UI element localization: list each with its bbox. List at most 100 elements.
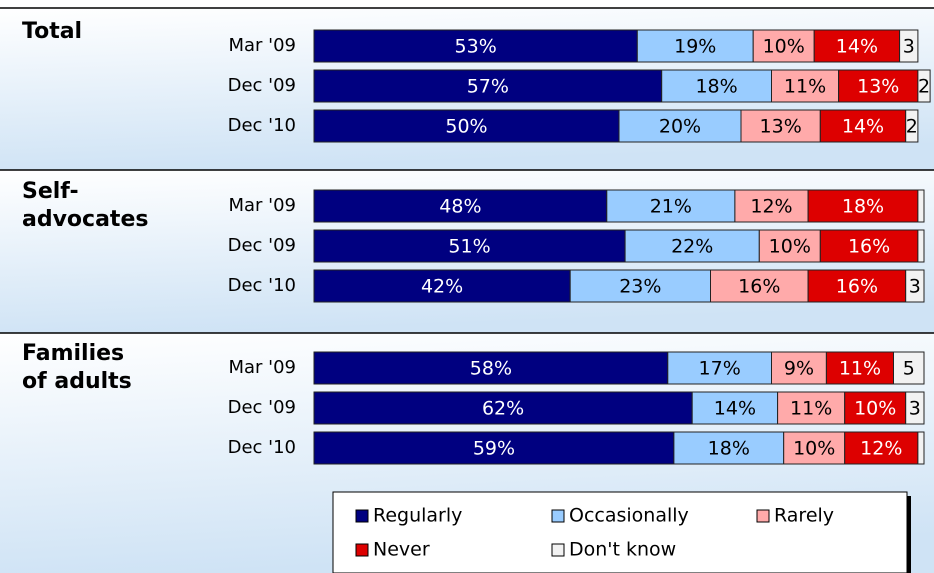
- value-label: 3: [909, 398, 921, 420]
- legend-swatch: [355, 543, 369, 557]
- bar-segment: [771, 351, 827, 385]
- value-label: 16%: [848, 236, 890, 258]
- value-label: 5: [903, 358, 915, 380]
- legend-label: Don't know: [569, 539, 676, 561]
- category-label: Mar '09: [228, 35, 296, 56]
- bar-segment: [691, 391, 779, 425]
- bar-segment: [899, 29, 919, 63]
- value-label: 53%: [455, 36, 497, 58]
- value-label: 57%: [467, 76, 509, 98]
- legend-swatch: [355, 509, 369, 523]
- category-label: Dec '09: [228, 235, 296, 256]
- bar-segment: [313, 29, 638, 63]
- category-label: Dec '10: [228, 115, 296, 136]
- bar-segment: [758, 229, 821, 263]
- value-label: 10%: [793, 438, 835, 460]
- bar-segment: [740, 109, 821, 143]
- category-label: Dec '10: [228, 437, 296, 458]
- value-label: 11%: [784, 76, 826, 98]
- value-label: 48%: [439, 196, 481, 218]
- value-label: 12%: [750, 196, 792, 218]
- bar-segment: [844, 431, 919, 465]
- bar-segment: [905, 391, 925, 425]
- value-label: 2: [906, 116, 918, 138]
- value-label: 11%: [790, 398, 832, 420]
- value-label: 50%: [445, 116, 487, 138]
- bar-segment: [606, 189, 736, 223]
- value-label: 14%: [836, 36, 878, 58]
- bar-segment: [771, 69, 840, 103]
- value-label: 42%: [421, 276, 463, 298]
- value-label: 10%: [854, 398, 896, 420]
- value-label: 51%: [448, 236, 490, 258]
- value-label: 16%: [738, 276, 780, 298]
- bar-segment: [905, 109, 919, 143]
- value-label: 20%: [659, 116, 701, 138]
- bar-segment: [661, 69, 773, 103]
- value-label: 22%: [671, 236, 713, 258]
- bar-segment: [917, 431, 925, 465]
- value-label: 3: [903, 36, 915, 58]
- value-label: 16%: [836, 276, 878, 298]
- group-label: Families of adults: [22, 341, 132, 394]
- value-label: 17%: [699, 358, 741, 380]
- value-label: 2: [918, 76, 930, 98]
- category-label: Mar '09: [228, 195, 296, 216]
- value-label: 14%: [714, 398, 756, 420]
- bar-segment: [905, 269, 925, 303]
- bar-segment: [807, 269, 907, 303]
- legend-swatch: [551, 509, 565, 523]
- legend-label: Occasionally: [569, 505, 689, 527]
- bar-segment: [313, 229, 626, 263]
- bar-segment: [636, 29, 754, 63]
- group-label: Self-advocates: [22, 179, 149, 232]
- bar-segment: [813, 29, 901, 63]
- value-label: 13%: [857, 76, 899, 98]
- bar-segment: [734, 189, 809, 223]
- bar-segment: [569, 269, 712, 303]
- value-label: 18%: [842, 196, 884, 218]
- group-label: Total: [22, 19, 83, 44]
- legend-label: Never: [373, 539, 430, 561]
- legend-box: [332, 491, 908, 573]
- value-label: 11%: [839, 358, 881, 380]
- value-label: 58%: [470, 358, 512, 380]
- value-label: 23%: [619, 276, 661, 298]
- value-label: 18%: [708, 438, 750, 460]
- bar-segment: [893, 351, 925, 385]
- bar-segment: [313, 189, 608, 223]
- bar-segment: [710, 269, 809, 303]
- value-label: 21%: [650, 196, 692, 218]
- bar-segment: [783, 431, 846, 465]
- bar-segment: [917, 69, 931, 103]
- value-label: 62%: [482, 398, 524, 420]
- legend-label: Rarely: [774, 505, 834, 527]
- legend-swatch: [756, 509, 770, 523]
- bar-segment: [917, 229, 925, 263]
- value-label: 59%: [473, 438, 515, 460]
- bar-segment: [618, 109, 742, 143]
- bar-segment: [624, 229, 760, 263]
- value-label: 12%: [860, 438, 902, 460]
- bar-segment: [752, 29, 815, 63]
- bar-segment: [807, 189, 919, 223]
- value-label: 14%: [842, 116, 884, 138]
- bar-segment: [673, 431, 785, 465]
- category-label: Dec '10: [228, 275, 296, 296]
- category-label: Mar '09: [228, 357, 296, 378]
- value-label: 10%: [763, 36, 805, 58]
- legend-swatch: [551, 543, 565, 557]
- bar-segment: [313, 351, 669, 385]
- bar-segment: [777, 391, 846, 425]
- value-label: 18%: [695, 76, 737, 98]
- bar-segment: [917, 189, 925, 223]
- value-label: 19%: [674, 36, 716, 58]
- bar-segment: [313, 109, 620, 143]
- bar-segment: [313, 269, 571, 303]
- bar-segment: [844, 391, 907, 425]
- value-label: 10%: [769, 236, 811, 258]
- category-label: Dec '09: [228, 75, 296, 96]
- value-label: 13%: [760, 116, 802, 138]
- value-label: 3: [909, 276, 921, 298]
